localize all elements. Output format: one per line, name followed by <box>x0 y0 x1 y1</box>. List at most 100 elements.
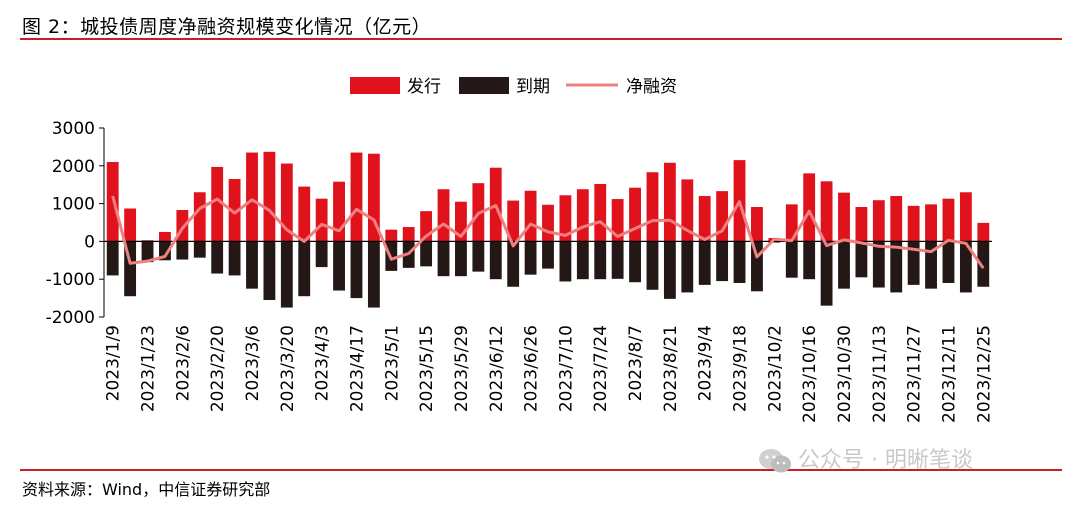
maturity-bar <box>646 241 659 290</box>
issue-bar <box>385 229 398 242</box>
issue-bar <box>594 183 607 242</box>
maturity-bar <box>420 241 433 267</box>
x-tick-label: 2023/1/9 <box>104 325 124 401</box>
issue-bar <box>124 208 137 242</box>
maturity-bar <box>942 241 955 283</box>
maturity-bar <box>925 241 937 289</box>
y-tick-label: 1000 <box>52 195 95 215</box>
issue-bar <box>455 201 467 242</box>
x-tick-label: 2023/8/7 <box>626 325 646 401</box>
issue-bar <box>402 227 415 242</box>
x-tick-label: 2023/12/25 <box>974 325 994 423</box>
x-tick-label: 2023/10/2 <box>765 325 785 412</box>
x-tick-label: 2023/3/6 <box>243 325 263 401</box>
issue-bar <box>838 192 850 242</box>
maturity-bar <box>489 241 502 280</box>
issue-bar <box>315 198 328 242</box>
issue-bar <box>437 189 450 242</box>
x-tick-label: 2023/1/23 <box>139 325 159 412</box>
maturity-bar <box>977 241 990 287</box>
issue-bar <box>803 173 816 242</box>
issue-bar <box>611 199 624 242</box>
issue-bar <box>420 211 433 242</box>
issue-bar <box>942 198 955 242</box>
x-tick-label: 2023/2/20 <box>208 325 228 412</box>
issue-bar <box>507 200 520 242</box>
maturity-bar <box>855 241 868 278</box>
maturity-bar <box>629 241 641 283</box>
issue-bar <box>193 192 206 242</box>
maturity-bar <box>141 241 154 263</box>
issue-bar <box>820 181 833 242</box>
issue-bar <box>925 204 937 242</box>
x-tick-label: 2023/5/1 <box>382 325 402 401</box>
y-tick-label: -2000 <box>46 308 95 328</box>
net-financing-line <box>111 195 985 270</box>
legend-swatch-maturity <box>459 77 509 94</box>
y-tick-label: 2000 <box>52 157 95 177</box>
maturity-bar <box>315 241 328 268</box>
maturity-bar <box>472 241 485 272</box>
maturity-bar <box>106 241 119 276</box>
x-tick-label: 2023/12/11 <box>939 325 959 423</box>
issue-bar <box>524 190 537 242</box>
maturity-bar <box>524 241 537 275</box>
issue-bar <box>542 204 554 242</box>
maturity-bar <box>455 241 467 277</box>
x-tick-label: 2023/9/4 <box>696 325 716 401</box>
maturity-bar <box>785 241 798 278</box>
issue-bar <box>298 186 311 242</box>
maturity-bar <box>333 241 345 291</box>
x-tick-label: 2023/6/26 <box>522 325 542 412</box>
issue-bar <box>785 204 798 242</box>
maturity-bar <box>890 241 903 293</box>
issue-bar <box>280 163 293 242</box>
issue-bar <box>698 196 711 242</box>
issue-bar <box>681 179 694 242</box>
chart: 3000 2000 1000 0 -1000 -2000 2023/1/9 2023/1/23… <box>46 77 994 423</box>
x-tick-label: 2023/7/10 <box>556 325 576 412</box>
maturity-bar <box>542 241 554 269</box>
issue-bar <box>907 205 920 242</box>
issue-bar <box>228 179 241 242</box>
maturity-bar <box>507 241 520 287</box>
x-tick-label: 2023/10/30 <box>835 325 855 423</box>
issue-bar <box>663 162 676 242</box>
wechat-icon <box>759 449 791 473</box>
maturity-bar <box>594 241 607 280</box>
issue-bar <box>159 231 171 242</box>
x-tick-label: 2023/11/13 <box>870 325 890 423</box>
issue-bar <box>559 195 572 242</box>
x-tick-label: 2023/5/15 <box>417 325 437 412</box>
legend-label-maturity: 到期 <box>516 77 550 97</box>
maturity-bar <box>159 241 171 261</box>
x-tick-label: 2023/4/17 <box>347 325 367 412</box>
maturity-bar <box>681 241 694 293</box>
issue-bar <box>333 181 345 242</box>
watermark-text: 公众号 · 明晰笔谈 <box>798 448 973 473</box>
issue-bar <box>751 207 763 242</box>
x-tick-label: 2023/10/16 <box>800 325 820 423</box>
legend-label-net: 净融资 <box>626 77 677 97</box>
maturity-bar <box>176 241 189 260</box>
issue-bar <box>716 191 729 242</box>
maturity-bar <box>663 241 676 299</box>
maturity-bar <box>872 241 885 288</box>
maturity-bar <box>733 241 746 283</box>
y-tick-label: 3000 <box>52 119 95 139</box>
y-tick-label: 0 <box>84 232 95 252</box>
x-tick-label: 2023/3/20 <box>278 325 298 412</box>
issue-bar <box>211 166 224 242</box>
maturity-bar <box>559 241 572 282</box>
maturity-bar <box>124 241 137 297</box>
x-tick-label: 2023/8/21 <box>661 325 681 412</box>
maturity-bar <box>716 241 729 282</box>
issue-bar <box>872 200 885 242</box>
issue-bar <box>246 152 258 242</box>
issue-bar <box>350 152 363 242</box>
issue-bar <box>576 189 589 242</box>
x-tick-label: 2023/6/12 <box>487 325 507 412</box>
maturity-bar <box>576 241 589 280</box>
legend-label-issue: 发行 <box>407 77 441 97</box>
maturity-bar <box>367 241 380 308</box>
